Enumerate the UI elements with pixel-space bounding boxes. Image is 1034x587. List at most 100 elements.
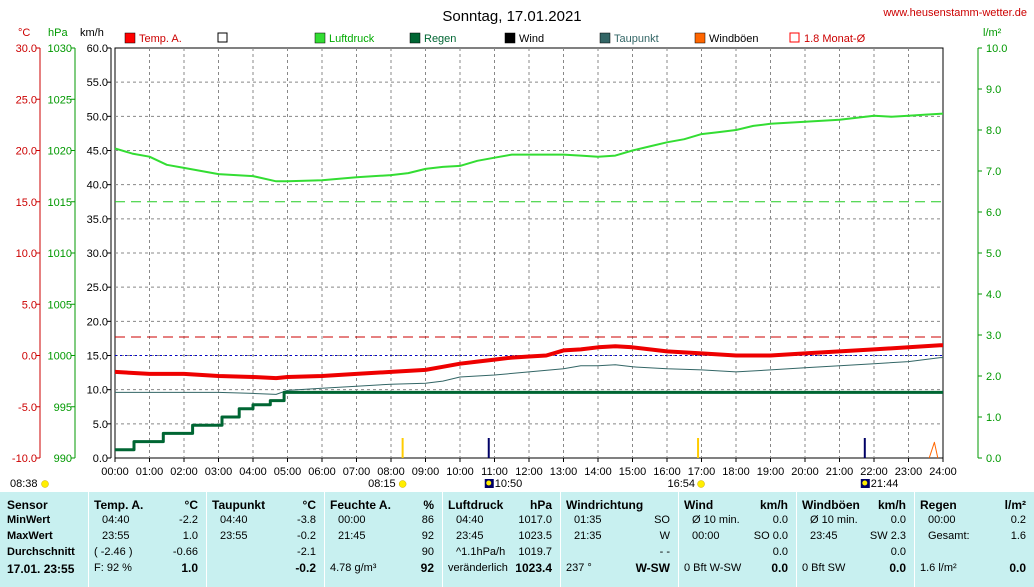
table-cell-value: - -: [659, 546, 670, 558]
table-cell: 21:45: [338, 530, 366, 542]
table-cell-value: SW 2.3: [869, 530, 906, 542]
x-axis-tick-label: 12:00: [515, 466, 543, 478]
table-cell: Ø 10 min.: [810, 514, 858, 526]
column-separator: [678, 492, 679, 587]
legend-label: Temp. A.: [139, 33, 182, 45]
x-axis-tick-label: 06:00: [308, 466, 336, 478]
chart-grid: [114, 47, 944, 459]
x-axis-tick-label: 22:00: [860, 466, 888, 478]
x-axis-tick-label: 13:00: [550, 466, 578, 478]
table-cell-value: 1.0: [181, 561, 198, 575]
reference-lines: [115, 201, 943, 356]
table-cell-value: 0.0: [1009, 561, 1026, 575]
pressure-axis-tick-label: 1010: [48, 248, 72, 260]
table-cell-value: 1.0: [182, 530, 198, 542]
legend-swatch: [599, 32, 611, 44]
x-axis-tick-label: 08:00: [377, 466, 405, 478]
table-cell-value: 0.0: [890, 514, 906, 526]
table-cell-value: 92: [421, 530, 434, 542]
legend-label: 1.8 Monat-Ø: [804, 33, 866, 45]
summary-table: Sensor MinWert MaxWert Durchschnitt 17.0…: [0, 492, 1034, 587]
column-header: Regen: [920, 498, 957, 512]
x-axis-tick-label: 21:00: [826, 466, 854, 478]
unit-rain: l/m²: [983, 27, 1002, 39]
chart-axes: 30.0 25.0 20.0 15.0 10.0 5.0 0.0 -5.0 -10.0 1030 1…: [12, 43, 1008, 478]
wind-axis-tick-label: 45.0: [87, 146, 108, 158]
table-cell: 04:40: [220, 514, 248, 526]
legend-swatch: [217, 32, 228, 43]
wind-axis-tick-label: 30.0: [87, 248, 108, 260]
rain-axis-tick-label: 6.0: [986, 207, 1001, 219]
table-cell: 4.78 g/m³: [330, 562, 377, 574]
x-axis-tick-label: 14:00: [584, 466, 612, 478]
series-line-4: [928, 441, 939, 459]
series-line-3: [115, 390, 943, 452]
column-header: Temp. A.: [94, 498, 144, 512]
wind-axis-tick-label: 0.0: [93, 453, 108, 465]
wind-axis-tick-label: 20.0: [87, 316, 108, 328]
pressure-axis-tick-label: 1020: [48, 146, 72, 158]
table-cell-value: 90: [421, 546, 434, 558]
row-label-sensor: Sensor: [7, 498, 48, 512]
column-separator: [442, 492, 443, 587]
table-column: Temp. A. °C 04:40 -2.2 23:55 1.0 ( -2.46 ) -0.6…: [88, 492, 206, 587]
table-cell-value: 1.6: [1010, 530, 1026, 542]
table-cell-value: -3.8: [297, 514, 316, 526]
table-cell: 01:35: [574, 514, 602, 526]
pressure-axis-tick-label: 1005: [48, 299, 72, 311]
sunset-time-label: 16:54: [668, 478, 696, 490]
x-axis-tick-label: 24:00: [929, 466, 957, 478]
sunrise-axis-label: 08:15: [368, 478, 396, 490]
temp-axis-tick-label: -5.0: [18, 402, 37, 414]
x-axis-tick-label: 11:00: [481, 466, 508, 478]
x-axis-tick-label: 16:00: [653, 466, 681, 478]
table-cell: ( -2.46 ): [94, 546, 133, 558]
legend-label: Luftdruck: [329, 33, 375, 45]
row-label-current: 17.01. 23:55: [7, 562, 75, 576]
rain-axis-tick-label: 9.0: [986, 84, 1001, 96]
column-separator: [796, 492, 797, 587]
column-unit: km/h: [877, 498, 906, 512]
column-header: Luftdruck: [448, 498, 504, 512]
table-cell-value: 92: [420, 561, 434, 575]
chart-series: [114, 112, 944, 459]
legend-swatch: [694, 32, 706, 44]
rain-axis-tick-label: 2.0: [986, 371, 1001, 383]
column-unit: hPa: [529, 498, 552, 512]
table-column: Feuchte A.% 00:00 86 21:45 92 90 4.78 g/m³ 92: [324, 492, 442, 587]
sun-icon: [398, 480, 407, 488]
sunrise-time-label: 08:38: [10, 478, 38, 490]
column-unit: l/m²: [1004, 498, 1026, 512]
unit-pressure: hPa: [48, 27, 68, 39]
pressure-axis-tick-label: 1025: [48, 94, 72, 106]
x-axis-tick-label: 23:00: [895, 466, 923, 478]
table-cell: 21:35: [574, 530, 602, 542]
x-axis-tick-label: 09:00: [412, 466, 440, 478]
row-labels: Sensor MinWert MaxWert Durchschnitt 17.0…: [0, 492, 88, 587]
table-cell: 23:55: [220, 530, 248, 542]
wind-axis-tick-label: 10.0: [87, 385, 108, 397]
table-cell-value: 1023.4: [515, 561, 552, 575]
column-unit: %: [423, 498, 434, 512]
pressure-axis-tick-label: 995: [54, 402, 72, 414]
table-cell: 237 °: [566, 562, 592, 574]
table-cell: Gesamt:: [928, 530, 970, 542]
table-cell: 23:45: [810, 530, 838, 542]
table-cell-value: SO 0.0: [753, 530, 788, 542]
column-header: Wind: [684, 498, 714, 512]
sun-icon: [697, 480, 705, 488]
table-cell: 1.6 l/m²: [920, 562, 957, 574]
pressure-axis-tick-label: 990: [54, 453, 72, 465]
table-cell: 23:55: [102, 530, 130, 542]
table-cell: 00:00: [692, 530, 720, 542]
column-separator: [324, 492, 325, 587]
table-column: Wind km/h Ø 10 min. 0.0 00:00 SO 0.0 0.0 0 Bft …: [678, 492, 796, 587]
table-cell: 0 Bft W-SW: [684, 562, 742, 574]
temp-axis-tick-label: 25.0: [16, 94, 37, 106]
table-cell-value: 0.2: [1010, 514, 1026, 526]
rain-axis-tick-label: 4.0: [986, 289, 1001, 301]
legend-label: Wind: [519, 33, 544, 45]
x-axis-tick-label: 03:00: [205, 466, 233, 478]
temp-axis-tick-label: 20.0: [16, 146, 37, 158]
table-cell-value: 1023.5: [518, 530, 552, 542]
